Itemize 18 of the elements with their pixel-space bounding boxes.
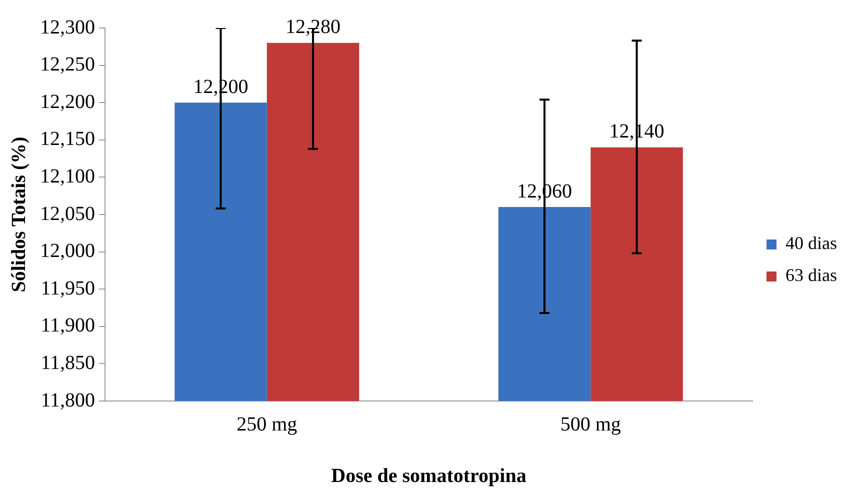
y-tick-label: 12,050 (40, 202, 95, 225)
y-tick-label: 11,800 (40, 389, 95, 412)
legend-label: 63 dias (786, 265, 838, 286)
y-tick-label: 12,250 (40, 54, 95, 76)
y-tick-label: 12,300 (40, 16, 95, 38)
y-tick-label: 11,950 (40, 277, 95, 300)
x-tick-label: 250 mg (236, 413, 298, 436)
y-axis-title: Sólidos Totais (%) (8, 136, 30, 292)
legend-label: 40 dias (786, 233, 838, 254)
data-label: 12,280 (286, 16, 341, 38)
y-tick-label: 12,200 (40, 90, 95, 113)
y-tick-label: 12,000 (40, 240, 95, 262)
y-tick-label: 11,850 (40, 352, 95, 374)
x-axis-title: Dose de somatotropina (331, 465, 526, 488)
x-tick-label: 500 mg (560, 413, 621, 436)
y-tick-label: 12,150 (40, 128, 95, 150)
y-tick-label: 11,900 (40, 314, 95, 337)
y-tick-label: 12,100 (40, 165, 95, 188)
